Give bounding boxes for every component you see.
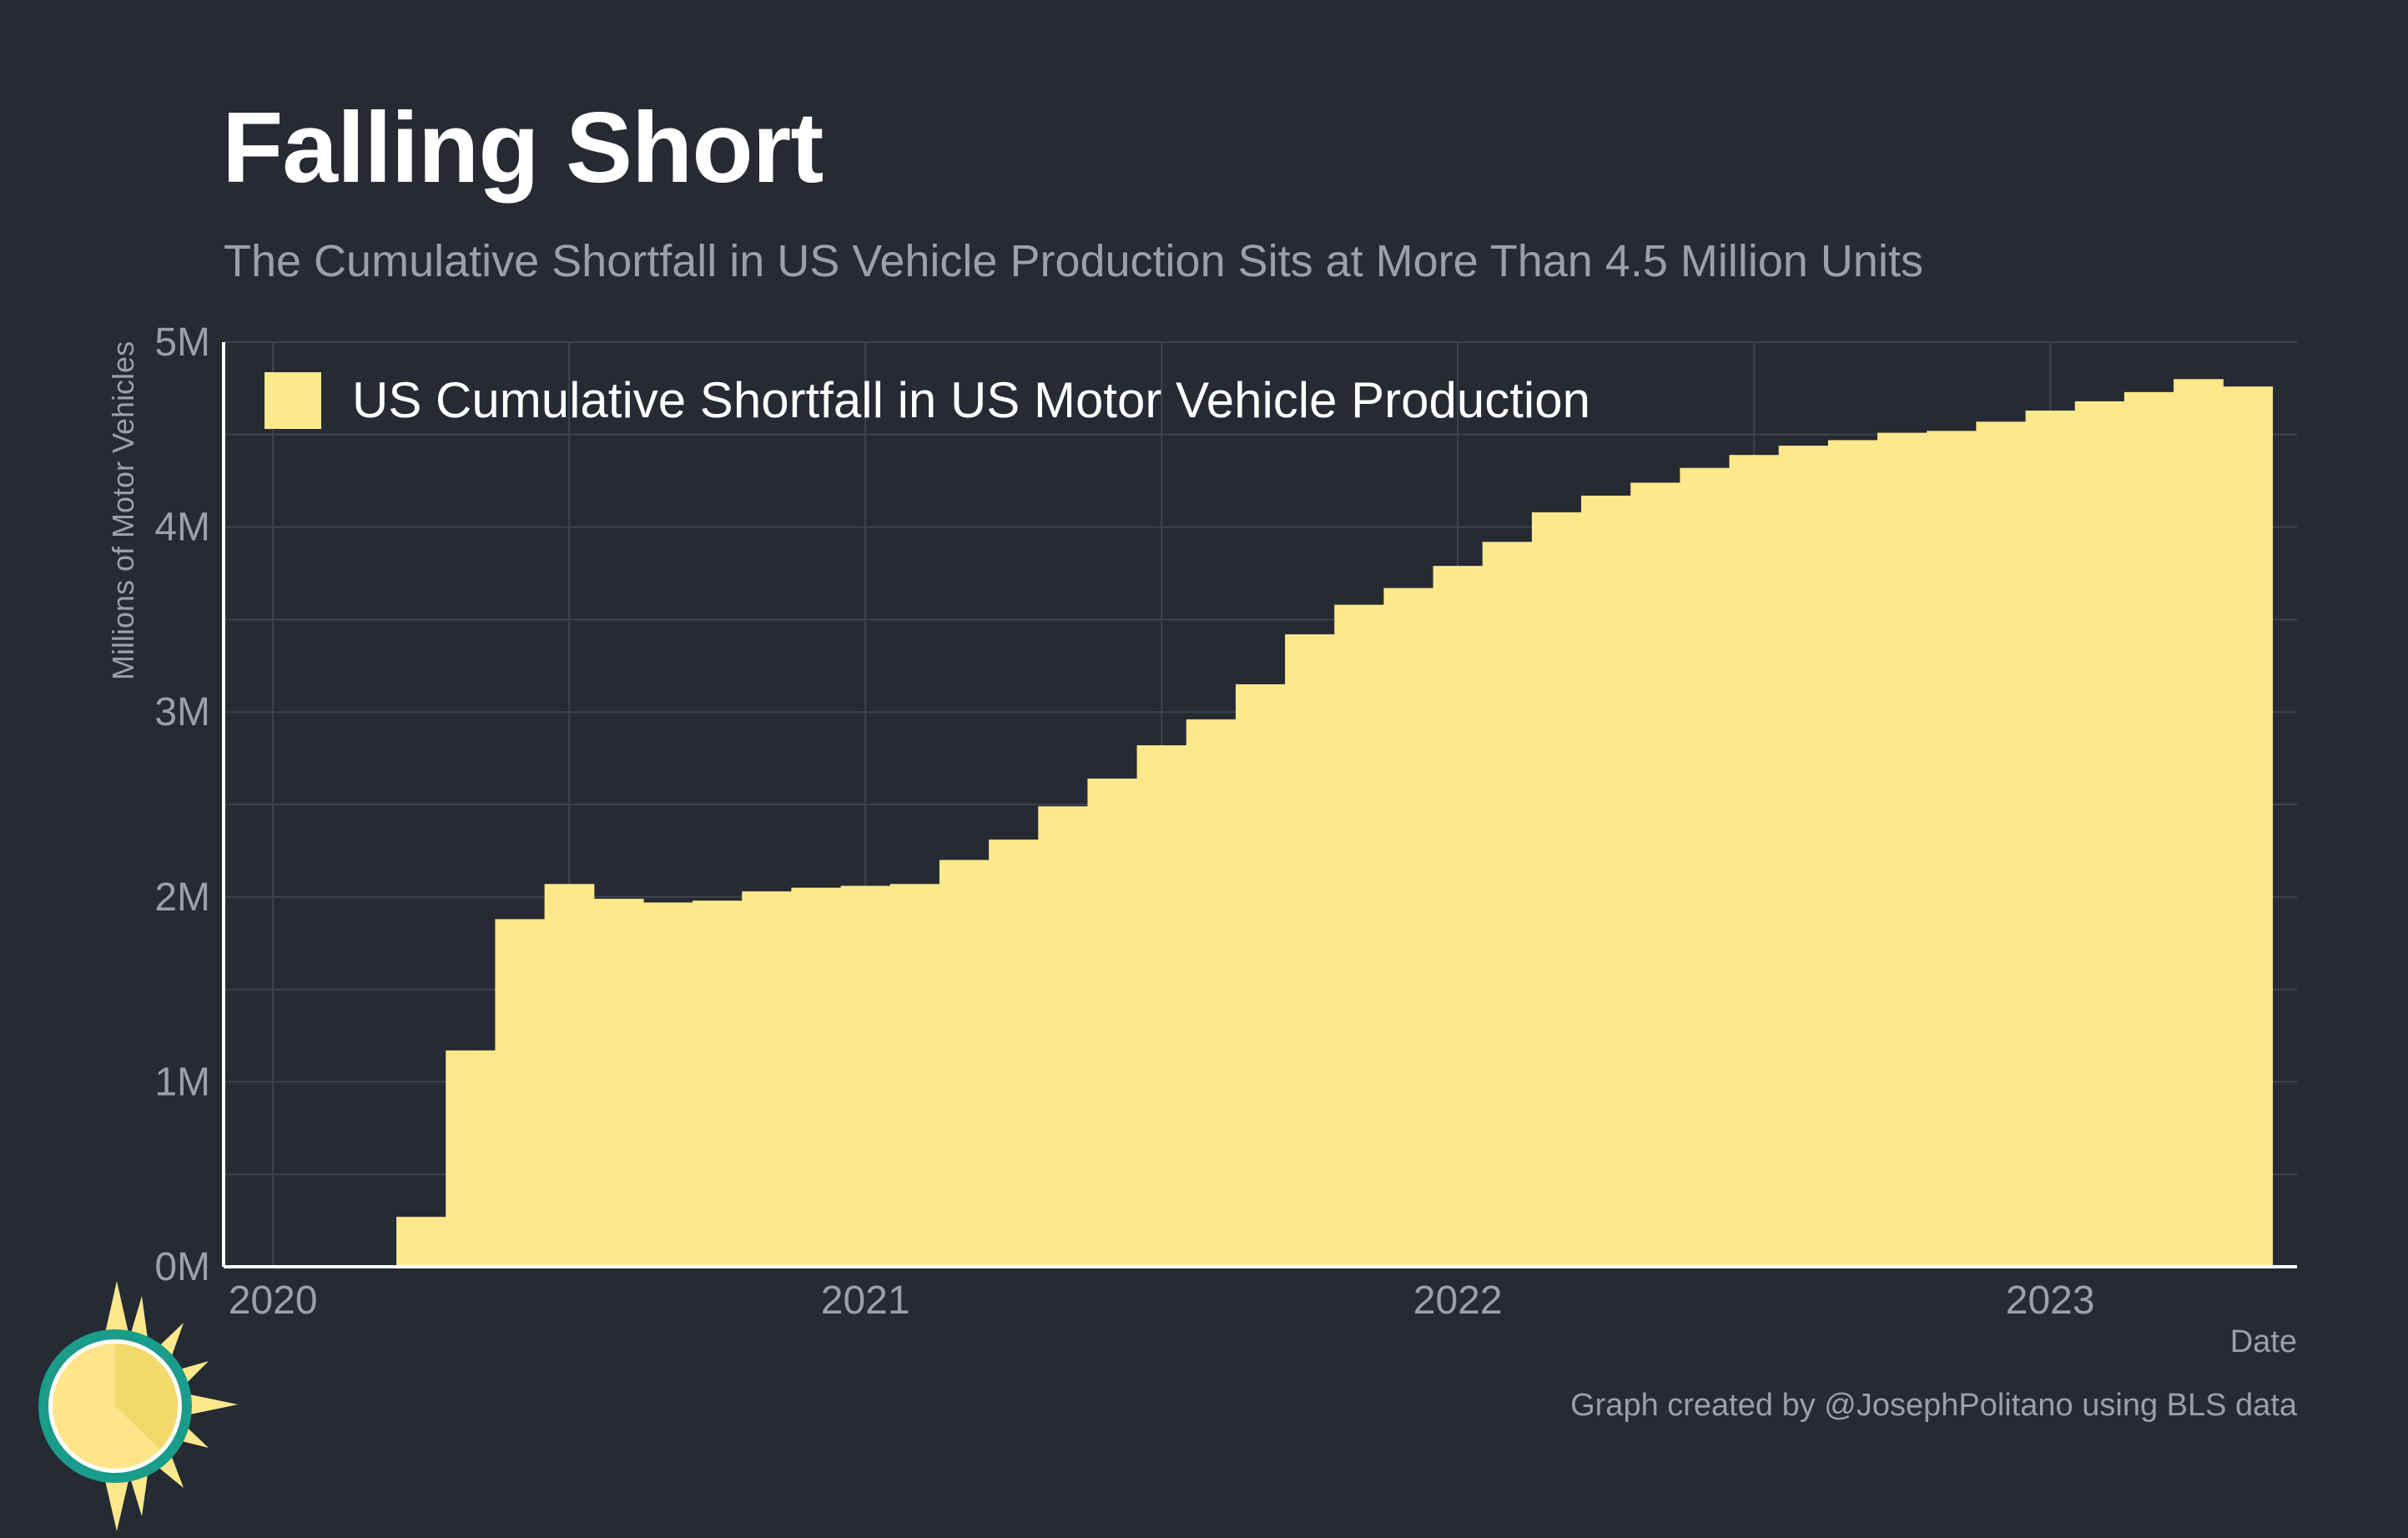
bar [989, 840, 1039, 1267]
legend: US Cumulative Shortfall in US Motor Vehi… [264, 372, 1590, 429]
bar [1778, 446, 1829, 1267]
bar [1581, 495, 1631, 1267]
axes [222, 342, 2297, 1268]
bar [544, 884, 595, 1267]
x-tick-labels: 2020 2021 2022 2023 [229, 1278, 2095, 1323]
bar [1433, 566, 1484, 1267]
sun-clock-icon [38, 1281, 238, 1531]
bar [840, 885, 891, 1267]
source-caption: Graph created by @JosephPolitano using B… [1570, 1388, 2297, 1423]
x-tick-label: 2023 [2006, 1278, 2095, 1323]
x-tick-label: 2022 [1413, 1278, 1503, 1323]
bar [396, 1217, 446, 1267]
bar [1383, 587, 1434, 1267]
bar [693, 900, 743, 1267]
bar [742, 891, 793, 1267]
bar [1877, 432, 1927, 1267]
x-axis-label: Date [2230, 1324, 2297, 1359]
bar [495, 919, 546, 1267]
bar [1038, 806, 1089, 1267]
x-tick-label: 2021 [821, 1278, 910, 1323]
bar [791, 887, 842, 1267]
bar [2074, 401, 2125, 1267]
bar [1334, 604, 1385, 1267]
bar [2025, 410, 2076, 1268]
bar [1827, 440, 1878, 1267]
bar [1976, 421, 2027, 1268]
bar [1630, 482, 1681, 1267]
y-tick-label: 2M [154, 875, 210, 920]
bar [1235, 683, 1286, 1267]
y-tick-label: 1M [154, 1060, 210, 1104]
bar [889, 884, 940, 1267]
bar [1186, 719, 1237, 1267]
bar [1680, 467, 1730, 1267]
bars [396, 379, 2274, 1268]
bar [642, 902, 693, 1267]
bar [1729, 455, 1780, 1267]
bar [593, 899, 644, 1267]
bar [1927, 431, 1977, 1267]
x-tick-label: 2020 [229, 1278, 318, 1323]
y-tick-label: 0M [154, 1245, 210, 1289]
chart-subtitle: The Cumulative Shortfall in US Vehicle P… [224, 236, 1923, 286]
bar [2123, 391, 2174, 1267]
bar [2223, 386, 2274, 1268]
legend-label: US Cumulative Shortfall in US Motor Vehi… [352, 372, 1590, 428]
y-tick-label: 5M [154, 320, 210, 365]
y-tick-label: 3M [154, 690, 210, 734]
bar [1285, 634, 1335, 1267]
y-axis-label: Millions of Motor Vehicles [106, 341, 140, 680]
bar [1482, 542, 1533, 1267]
bar [1087, 778, 1138, 1267]
y-tick-label: 4M [154, 506, 210, 550]
y-tick-labels: 0M 1M 2M 3M 4M 5M [154, 320, 210, 1289]
bar [1136, 745, 1187, 1267]
bar [2174, 379, 2224, 1267]
bar [446, 1050, 496, 1267]
bar [939, 860, 990, 1267]
chart-title: Falling Short [222, 92, 824, 204]
legend-swatch [264, 372, 321, 429]
bar [1531, 512, 1582, 1267]
